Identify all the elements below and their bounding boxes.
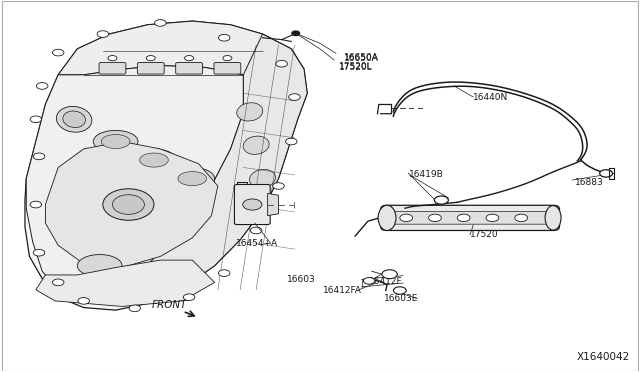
FancyBboxPatch shape [138,62,164,74]
Text: 17520L: 17520L [339,63,372,72]
Circle shape [52,279,64,286]
Ellipse shape [243,136,269,154]
Circle shape [33,249,45,256]
Polygon shape [237,182,259,208]
Text: FRONT: FRONT [152,300,188,310]
Circle shape [184,55,193,61]
Ellipse shape [178,171,207,186]
Circle shape [108,55,117,61]
Ellipse shape [378,205,396,231]
Circle shape [435,196,449,204]
Ellipse shape [63,111,85,128]
Circle shape [285,138,297,145]
Ellipse shape [103,189,154,220]
Circle shape [382,270,397,279]
Ellipse shape [237,103,263,121]
Text: 16440N: 16440N [473,93,509,102]
FancyBboxPatch shape [392,212,548,224]
Circle shape [30,201,42,208]
Text: 16412FA: 16412FA [323,286,362,295]
Polygon shape [58,21,304,75]
Text: 16883: 16883 [575,178,604,187]
FancyBboxPatch shape [99,62,126,74]
Circle shape [273,183,284,189]
Polygon shape [45,141,218,267]
Text: 16603: 16603 [287,275,316,284]
Ellipse shape [545,206,561,230]
Text: 16412F: 16412F [369,277,402,286]
Ellipse shape [113,195,145,214]
Circle shape [129,305,141,312]
Circle shape [36,83,48,89]
Polygon shape [141,34,307,303]
Circle shape [486,214,499,222]
Text: 17520: 17520 [470,230,499,240]
Circle shape [400,214,413,222]
Circle shape [218,270,230,276]
Circle shape [218,35,230,41]
Circle shape [243,199,262,210]
Ellipse shape [101,135,130,148]
Circle shape [250,227,262,234]
Ellipse shape [132,149,176,171]
Circle shape [30,116,42,123]
FancyBboxPatch shape [175,62,202,74]
Circle shape [147,55,156,61]
Circle shape [155,20,166,26]
Text: 16603E: 16603E [384,294,418,303]
Text: 16454+A: 16454+A [236,239,278,248]
Ellipse shape [243,199,269,217]
Circle shape [97,31,109,37]
FancyBboxPatch shape [234,185,270,225]
Ellipse shape [93,131,138,153]
Text: 16650A: 16650A [344,54,379,62]
Circle shape [33,153,45,160]
Ellipse shape [56,106,92,132]
Circle shape [78,298,90,304]
Circle shape [183,294,195,301]
Polygon shape [268,193,278,216]
Circle shape [223,55,232,61]
Circle shape [52,49,64,56]
Circle shape [364,278,375,284]
Circle shape [394,287,406,294]
Text: X1640042: X1640042 [577,352,630,362]
FancyBboxPatch shape [381,205,559,231]
Text: 16419B: 16419B [410,170,444,179]
Circle shape [600,170,612,177]
Circle shape [289,94,300,100]
Circle shape [292,31,300,36]
Text: 17520L: 17520L [339,62,372,71]
Polygon shape [26,65,243,297]
Ellipse shape [140,153,168,167]
Circle shape [515,214,527,222]
Ellipse shape [250,169,276,188]
Polygon shape [36,260,214,307]
Ellipse shape [77,254,122,277]
Text: 16650A: 16650A [344,52,379,61]
Polygon shape [25,21,307,310]
Circle shape [429,214,442,222]
Circle shape [458,214,470,222]
Ellipse shape [170,167,214,190]
FancyBboxPatch shape [214,62,241,74]
Circle shape [276,60,287,67]
